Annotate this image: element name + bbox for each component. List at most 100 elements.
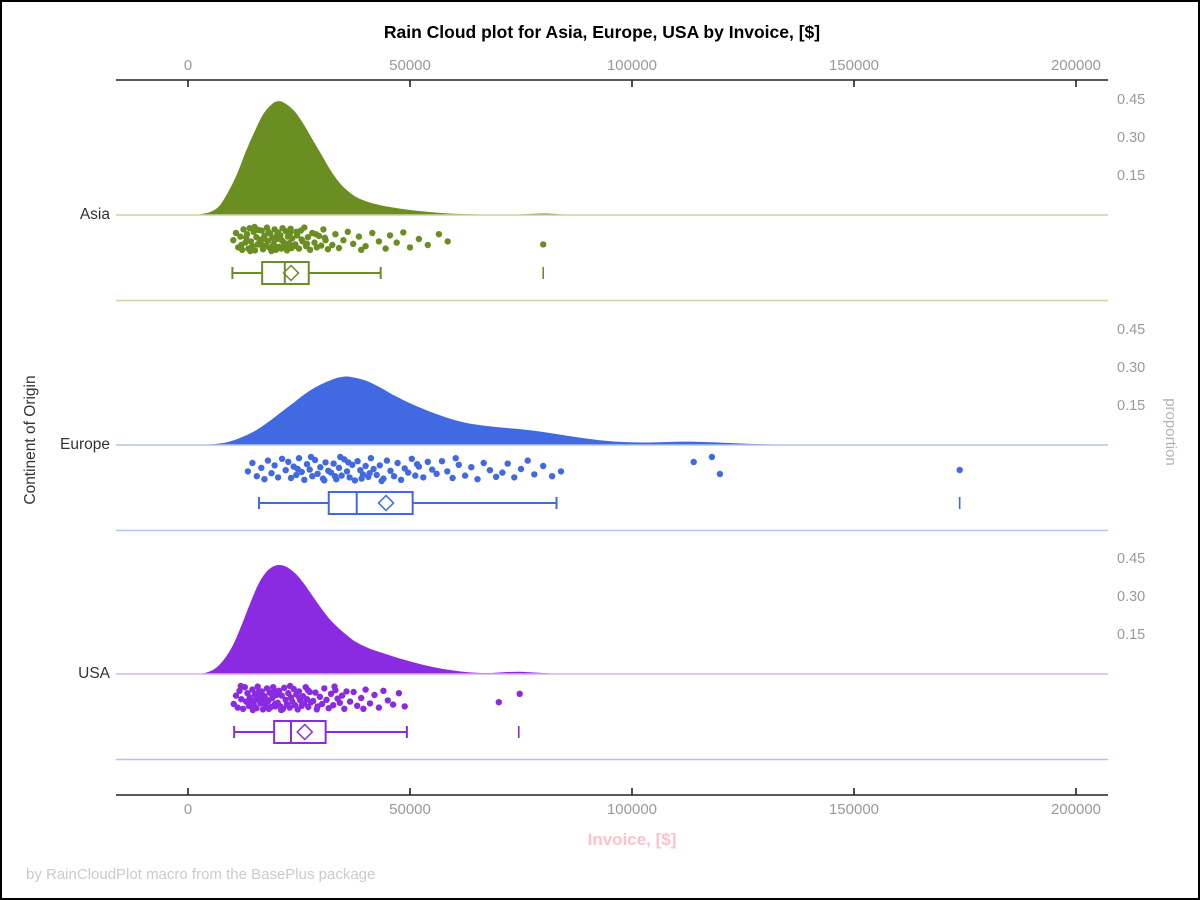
- rain-point: [303, 240, 311, 247]
- rain-point: [330, 702, 337, 709]
- rain-point: [395, 690, 403, 697]
- rain-point: [540, 462, 547, 470]
- rain-point: [401, 465, 408, 472]
- rain-point: [358, 694, 365, 702]
- proportion-tick-label-usa: 0.45: [1117, 551, 1146, 568]
- rain-point: [435, 231, 443, 238]
- rain-point: [238, 241, 245, 249]
- rain-point: [293, 228, 300, 235]
- rain-point: [486, 467, 494, 474]
- rain-point: [531, 471, 538, 478]
- rain-point: [316, 693, 324, 700]
- proportion-tick-label-asia: 0.45: [1117, 92, 1146, 109]
- density-curve-europe: [201, 376, 801, 445]
- rain-point: [285, 458, 292, 465]
- rain-point: [313, 706, 320, 713]
- top-tick-label-0: 0: [183, 57, 193, 74]
- rain-point: [287, 225, 294, 232]
- rain-point: [346, 474, 353, 481]
- rain-point: [324, 246, 332, 253]
- rain-point: [278, 455, 286, 462]
- rain-point: [247, 238, 255, 245]
- proportion-tick-label-usa: 0.30: [1117, 589, 1146, 606]
- rain-point: [265, 705, 272, 712]
- category-label-asia: Asia: [79, 206, 110, 223]
- rain-point: [274, 231, 281, 238]
- rain-point: [375, 704, 383, 711]
- rain-point: [249, 686, 256, 693]
- rain-point: [249, 459, 256, 467]
- rain-point: [420, 474, 427, 481]
- rain-point: [408, 455, 415, 462]
- rain-point: [378, 477, 385, 485]
- rain-point: [240, 226, 247, 233]
- proportion-tick-label-europe: 0.15: [1117, 398, 1146, 415]
- rain-point: [371, 691, 378, 699]
- rain-point: [343, 688, 350, 695]
- proportion-tick-label-europe: 0.30: [1117, 360, 1146, 377]
- rain-points-asia: [230, 223, 547, 255]
- rain-point: [375, 238, 383, 245]
- rain-point: [234, 704, 241, 711]
- rain-point: [265, 228, 272, 235]
- rain-point: [444, 468, 451, 475]
- rain-point: [362, 243, 369, 250]
- rain-point: [389, 701, 397, 708]
- rain-point: [329, 241, 336, 249]
- rain-point: [268, 470, 275, 477]
- rain-point: [397, 476, 405, 483]
- rain-point: [331, 683, 338, 690]
- chart-title: Rain Cloud plot for Asia, Europe, USA by…: [383, 22, 821, 42]
- rain-point: [323, 696, 330, 703]
- rain-point: [344, 228, 351, 235]
- proportion-tick-label-asia: 0.15: [1117, 168, 1146, 185]
- rain-point: [358, 246, 365, 253]
- rain-point: [354, 702, 361, 709]
- panel-usa: [116, 564, 1108, 761]
- proportion-tick-label-europe: 0.45: [1117, 322, 1146, 339]
- rain-point: [345, 459, 352, 466]
- rain-point: [250, 228, 257, 235]
- rain-point: [468, 464, 475, 471]
- rain-point: [351, 477, 359, 484]
- rain-point: [286, 704, 293, 711]
- rain-point: [499, 469, 506, 476]
- rain-point: [444, 238, 451, 245]
- rain-point: [232, 692, 240, 699]
- rain-point: [341, 705, 348, 712]
- top-tick-label-1: 50000: [389, 57, 431, 74]
- rain-point: [480, 459, 487, 467]
- rain-point: [413, 461, 421, 468]
- iqr-box: [327, 491, 414, 515]
- rain-point: [336, 699, 343, 706]
- rain-point: [312, 231, 320, 238]
- rain-point: [310, 697, 317, 705]
- category-label-usa: USA: [78, 665, 110, 682]
- rain-point: [271, 462, 278, 469]
- bottom-tick-label-1: 50000: [389, 801, 431, 818]
- rain-point: [557, 468, 565, 475]
- rain-point: [312, 689, 319, 696]
- rain-point: [387, 467, 394, 474]
- rain-point: [269, 242, 276, 249]
- rain-point: [298, 236, 305, 243]
- panel-europe: [116, 376, 1108, 532]
- rain-point: [317, 464, 324, 471]
- rain-point: [716, 470, 724, 478]
- boxplot-europe: [258, 491, 961, 515]
- rain-point: [455, 461, 462, 468]
- rain-point: [412, 472, 419, 479]
- rain-point: [332, 231, 339, 238]
- rain-point: [318, 242, 325, 249]
- rain-point: [355, 233, 363, 240]
- rain-point: [424, 458, 431, 465]
- rain-point: [360, 705, 367, 712]
- rain-point: [301, 224, 308, 231]
- rain-point: [504, 460, 511, 467]
- top-tick-label-2: 100000: [606, 57, 658, 74]
- rain-point: [249, 706, 256, 714]
- rain-point: [433, 470, 440, 477]
- rain-point: [386, 232, 394, 239]
- mean-diamond: [377, 494, 395, 512]
